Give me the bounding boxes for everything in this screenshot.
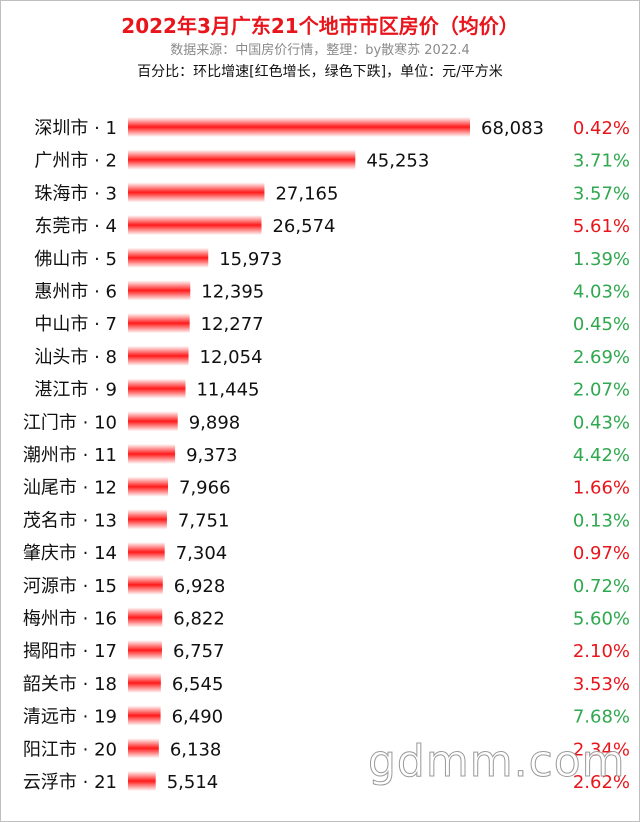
bar: [128, 182, 265, 203]
value-label: 11,445: [196, 380, 259, 401]
bar: [128, 215, 262, 236]
value-label: 6,490: [172, 707, 224, 728]
category-label: 揭阳市 · 17: [23, 641, 117, 662]
value-label: 9,373: [186, 445, 238, 466]
category-label: 珠海市 · 3: [34, 183, 117, 204]
change-label: 2.69%: [573, 347, 630, 368]
value-label: 45,253: [366, 151, 429, 172]
value-label: 6,928: [174, 576, 226, 597]
unit-note: 百分比：环比增速[红色增长，绿色下跌]，单位：元/平方米: [137, 64, 503, 80]
value-label: 7,966: [179, 478, 231, 499]
value-label: 5,514: [167, 772, 219, 793]
value-label: 27,165: [275, 183, 338, 204]
value-label: 9,898: [189, 412, 241, 433]
change-label: 2.34%: [573, 739, 630, 760]
bar: [128, 509, 167, 530]
category-label: 汕头市 · 8: [34, 347, 117, 368]
value-label: 7,751: [178, 510, 230, 531]
bar: [128, 705, 161, 726]
category-label: 江门市 · 10: [23, 412, 117, 433]
change-label: 4.03%: [573, 282, 630, 303]
value-label: 6,545: [172, 674, 224, 695]
change-label: 0.97%: [573, 543, 630, 564]
category-label: 河源市 · 15: [23, 576, 117, 597]
chart-title: 2022年3月广东21个地市市区房价（均价）: [121, 14, 519, 38]
category-label: 潮州市 · 11: [23, 445, 117, 466]
change-label: 7.68%: [573, 707, 630, 728]
bar: [128, 476, 169, 497]
category-label: 佛山市 · 5: [34, 249, 117, 270]
change-label: 0.13%: [573, 510, 630, 531]
category-label: 汕尾市 · 12: [23, 478, 117, 499]
bar: [128, 117, 470, 137]
change-label: 0.42%: [573, 118, 630, 139]
value-label: 6,138: [170, 739, 222, 760]
change-label: 2.10%: [573, 641, 630, 662]
category-label: 中山市 · 7: [34, 314, 117, 335]
bar: [128, 607, 163, 628]
change-label: 3.71%: [573, 151, 630, 172]
change-label: 2.62%: [573, 772, 630, 793]
value-label: 7,304: [176, 543, 228, 564]
category-label: 惠州市 · 6: [34, 282, 117, 303]
value-label: 26,574: [272, 216, 335, 237]
category-label: 广州市 · 2: [34, 151, 117, 172]
change-label: 2.07%: [573, 380, 630, 401]
category-label: 清远市 · 19: [23, 707, 117, 728]
change-label: 0.43%: [573, 412, 630, 433]
bar: [128, 640, 162, 661]
change-label: 3.57%: [573, 183, 630, 204]
category-label: 韶关市 · 18: [23, 674, 117, 695]
value-label: 6,822: [173, 609, 225, 630]
change-label: 0.45%: [573, 314, 630, 335]
bar: [128, 247, 209, 268]
value-label: 12,054: [200, 347, 263, 368]
change-label: 4.42%: [573, 445, 630, 466]
value-label: 15,973: [219, 249, 282, 270]
category-label: 云浮市 · 21: [23, 772, 117, 793]
bar: [128, 149, 356, 170]
value-label: 6,757: [173, 641, 225, 662]
change-label: 3.53%: [573, 674, 630, 695]
category-label: 东莞市 · 4: [34, 216, 117, 237]
category-label: 梅州市 · 16: [23, 609, 117, 630]
value-label: 12,395: [201, 282, 264, 303]
category-label: 肇庆市 · 14: [23, 543, 117, 564]
category-label: 湛江市 · 9: [34, 380, 117, 401]
bar: [128, 313, 190, 334]
category-label: 深圳市 · 1: [34, 118, 117, 139]
bar: [128, 771, 156, 791]
bar: [128, 738, 159, 759]
value-label: 68,083: [481, 118, 544, 139]
watermark: gdmm.com: [368, 736, 626, 788]
bar: [128, 444, 176, 464]
bar: [128, 345, 189, 366]
bar: [128, 574, 163, 595]
category-label: 阳江市 · 20: [23, 739, 117, 760]
value-label: 12,277: [201, 314, 264, 335]
bar: [128, 542, 165, 563]
change-label: 1.39%: [573, 249, 630, 270]
change-label: 5.61%: [573, 216, 630, 237]
bar: [128, 411, 178, 432]
change-label: 5.60%: [573, 609, 630, 630]
category-label: 茂名市 · 13: [23, 510, 117, 531]
change-label: 1.66%: [573, 478, 630, 499]
data-source: 数据来源：中国房价行情，整理：by散寒苏 2022.4: [170, 43, 470, 58]
bar: [128, 672, 161, 693]
bar: [128, 280, 191, 301]
bar: [128, 378, 186, 399]
change-label: 0.72%: [573, 576, 630, 597]
